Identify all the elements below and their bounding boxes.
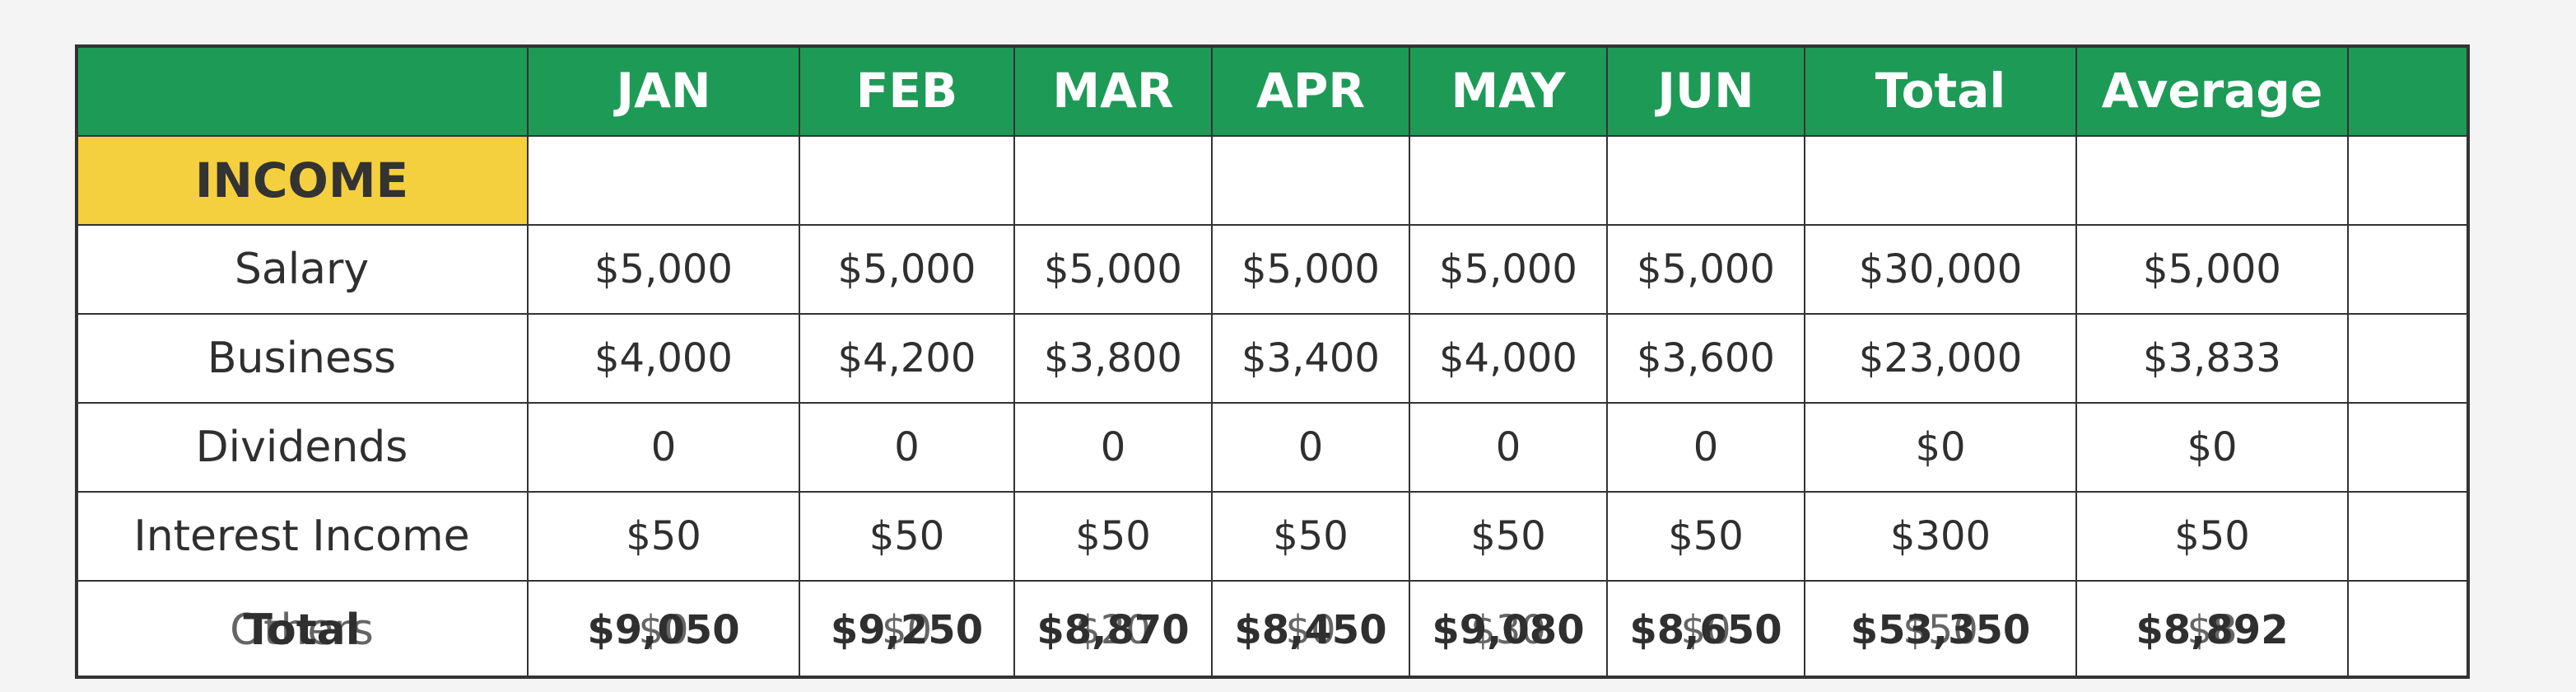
table-cell[interactable]: $0 bbox=[2075, 402, 2349, 493]
total-value: $8,892 bbox=[2136, 607, 2289, 653]
header-cell-may[interactable]: MAY bbox=[1409, 48, 1608, 137]
table-cell[interactable]: 0 bbox=[1409, 402, 1608, 493]
table-cell[interactable]: $50 bbox=[2075, 491, 2349, 582]
table-cell[interactable]: 0 bbox=[1606, 402, 1805, 493]
table-cell[interactable]: $5,000 bbox=[1211, 224, 1410, 315]
total-value: $8,450 bbox=[1234, 607, 1387, 653]
table-row-dividends: Dividends 0 0 0 0 0 0 $0 $0 bbox=[78, 402, 2467, 493]
others-value: $50 bbox=[1903, 607, 1978, 653]
table-row-interest-income: Interest Income $50 $50 $50 $50 $50 $50 … bbox=[78, 491, 2467, 582]
row-label[interactable]: Interest Income bbox=[78, 491, 529, 582]
others-value: $0 bbox=[1285, 607, 1336, 653]
header-cell-total[interactable]: Total bbox=[1804, 48, 2077, 137]
table-cell[interactable]: $4,000 bbox=[1409, 313, 1608, 404]
table-cell[interactable] bbox=[799, 135, 1015, 226]
table-cell[interactable]: $30 $9,080 bbox=[1409, 580, 1608, 676]
table-cell[interactable]: $5,000 bbox=[1606, 224, 1805, 315]
header-cell-blank[interactable] bbox=[78, 48, 529, 137]
table-row-others-total: Others Total $0 $9,050 $0 $9,250 $20 $8,… bbox=[78, 580, 2467, 676]
total-value bbox=[2350, 582, 2467, 676]
header-cell-mar[interactable]: MAR bbox=[1013, 48, 1213, 137]
header-cell-apr[interactable]: APR bbox=[1211, 48, 1410, 137]
table-cell[interactable]: $3,400 bbox=[1211, 313, 1410, 404]
table-row-salary: Salary $5,000 $5,000 $5,000 $5,000 $5,00… bbox=[78, 224, 2467, 315]
row-label[interactable]: Business bbox=[78, 313, 529, 404]
table-cell[interactable]: $5,000 bbox=[1409, 224, 1608, 315]
table-cell[interactable] bbox=[2347, 491, 2467, 582]
table-cell[interactable]: $50 bbox=[799, 491, 1015, 582]
table-cell[interactable]: $3,800 bbox=[1013, 313, 1213, 404]
table-cell[interactable]: $4,000 bbox=[527, 313, 800, 404]
table-cell[interactable]: $50 bbox=[1013, 491, 1213, 582]
total-value: $9,050 bbox=[587, 607, 740, 653]
table-cell[interactable]: 0 bbox=[799, 402, 1015, 493]
table-row-business: Business $4,000 $4,200 $3,800 $3,400 $4,… bbox=[78, 313, 2467, 404]
header-cell-jun[interactable]: JUN bbox=[1606, 48, 1805, 137]
table-cell[interactable] bbox=[2347, 135, 2467, 226]
table-cell[interactable] bbox=[2075, 135, 2349, 226]
table-cell[interactable]: $20 $8,870 bbox=[1013, 580, 1213, 676]
total-label: Total bbox=[243, 606, 361, 655]
table-cell[interactable]: $23,000 bbox=[1804, 313, 2077, 404]
header-cell-jan[interactable]: JAN bbox=[527, 48, 800, 137]
table-cell[interactable]: $50 bbox=[1409, 491, 1608, 582]
table-cell[interactable] bbox=[2347, 224, 2467, 315]
income-section-row: INCOME bbox=[78, 135, 2467, 226]
table-cell[interactable]: $0 $8,450 bbox=[1211, 580, 1410, 676]
table-cell[interactable] bbox=[1804, 135, 2077, 226]
total-value: $53,350 bbox=[1850, 607, 2031, 653]
header-cell-feb[interactable]: FEB bbox=[799, 48, 1015, 137]
others-value: $8 bbox=[2187, 607, 2238, 653]
table-cell[interactable]: $5,000 bbox=[527, 224, 800, 315]
others-value: $0 bbox=[1680, 607, 1731, 653]
table-cell[interactable] bbox=[2347, 580, 2467, 676]
table-cell[interactable]: 0 bbox=[1013, 402, 1213, 493]
table-cell[interactable]: $3,833 bbox=[2075, 313, 2349, 404]
others-value: $0 bbox=[638, 607, 689, 653]
table-cell[interactable] bbox=[1013, 135, 1213, 226]
row-label[interactable]: Others Total bbox=[78, 580, 529, 676]
table-cell[interactable] bbox=[2347, 313, 2467, 404]
table-cell[interactable]: $0 $9,250 bbox=[799, 580, 1015, 676]
income-table: JAN FEB MAR APR MAY JUN Total Average IN… bbox=[78, 48, 2467, 676]
table-cell[interactable]: $5,000 bbox=[799, 224, 1015, 315]
header-cell-average[interactable]: Average bbox=[2075, 48, 2349, 137]
table-cell[interactable]: $3,600 bbox=[1606, 313, 1805, 404]
total-value: $8,650 bbox=[1629, 607, 1782, 653]
table-cell[interactable]: $50 $53,350 bbox=[1804, 580, 2077, 676]
table-cell[interactable]: 0 bbox=[1211, 402, 1410, 493]
table-cell[interactable]: $5,000 bbox=[1013, 224, 1213, 315]
table-cell[interactable]: $0 $9,050 bbox=[527, 580, 800, 676]
table-cell[interactable]: $300 bbox=[1804, 491, 2077, 582]
total-value: $9,250 bbox=[830, 607, 984, 653]
table-cell[interactable]: $30,000 bbox=[1804, 224, 2077, 315]
others-value: $0 bbox=[881, 607, 933, 653]
table-cell[interactable]: $8 $8,892 bbox=[2075, 580, 2349, 676]
row-label[interactable]: Dividends bbox=[78, 402, 529, 493]
table-cell[interactable]: $50 bbox=[1606, 491, 1805, 582]
table-cell[interactable]: $5,000 bbox=[2075, 224, 2349, 315]
total-value: $9,080 bbox=[1432, 607, 1585, 653]
income-section-label[interactable]: INCOME bbox=[78, 135, 529, 226]
table-cell[interactable] bbox=[1409, 135, 1608, 226]
total-value: $8,870 bbox=[1036, 607, 1190, 653]
others-value: $30 bbox=[1470, 607, 1546, 653]
table-cell[interactable] bbox=[1211, 135, 1410, 226]
table-cell[interactable]: 0 bbox=[527, 402, 800, 493]
budget-sheet: JAN FEB MAR APR MAY JUN Total Average IN… bbox=[75, 44, 2470, 679]
header-cell-extra[interactable] bbox=[2347, 48, 2467, 137]
table-cell[interactable] bbox=[527, 135, 800, 226]
table-cell[interactable]: $4,200 bbox=[799, 313, 1015, 404]
row-label[interactable]: Salary bbox=[78, 224, 529, 315]
table-cell[interactable]: $0 $8,650 bbox=[1606, 580, 1805, 676]
header-row: JAN FEB MAR APR MAY JUN Total Average bbox=[78, 48, 2467, 137]
others-label: Others bbox=[230, 606, 374, 655]
table-cell[interactable]: $50 bbox=[527, 491, 800, 582]
table-cell[interactable]: $0 bbox=[1804, 402, 2077, 493]
table-cell[interactable]: $50 bbox=[1211, 491, 1410, 582]
table-cell[interactable] bbox=[2347, 402, 2467, 493]
table-cell[interactable] bbox=[1606, 135, 1805, 226]
others-value: $20 bbox=[1075, 607, 1151, 653]
